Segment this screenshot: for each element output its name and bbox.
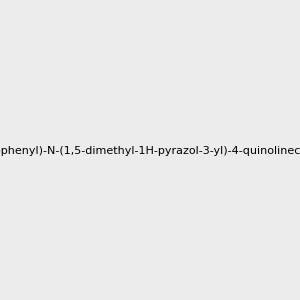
Text: 2-(3-chlorophenyl)-N-(1,5-dimethyl-1H-pyrazol-3-yl)-4-quinolinecarboxamide: 2-(3-chlorophenyl)-N-(1,5-dimethyl-1H-py… — [0, 146, 300, 157]
